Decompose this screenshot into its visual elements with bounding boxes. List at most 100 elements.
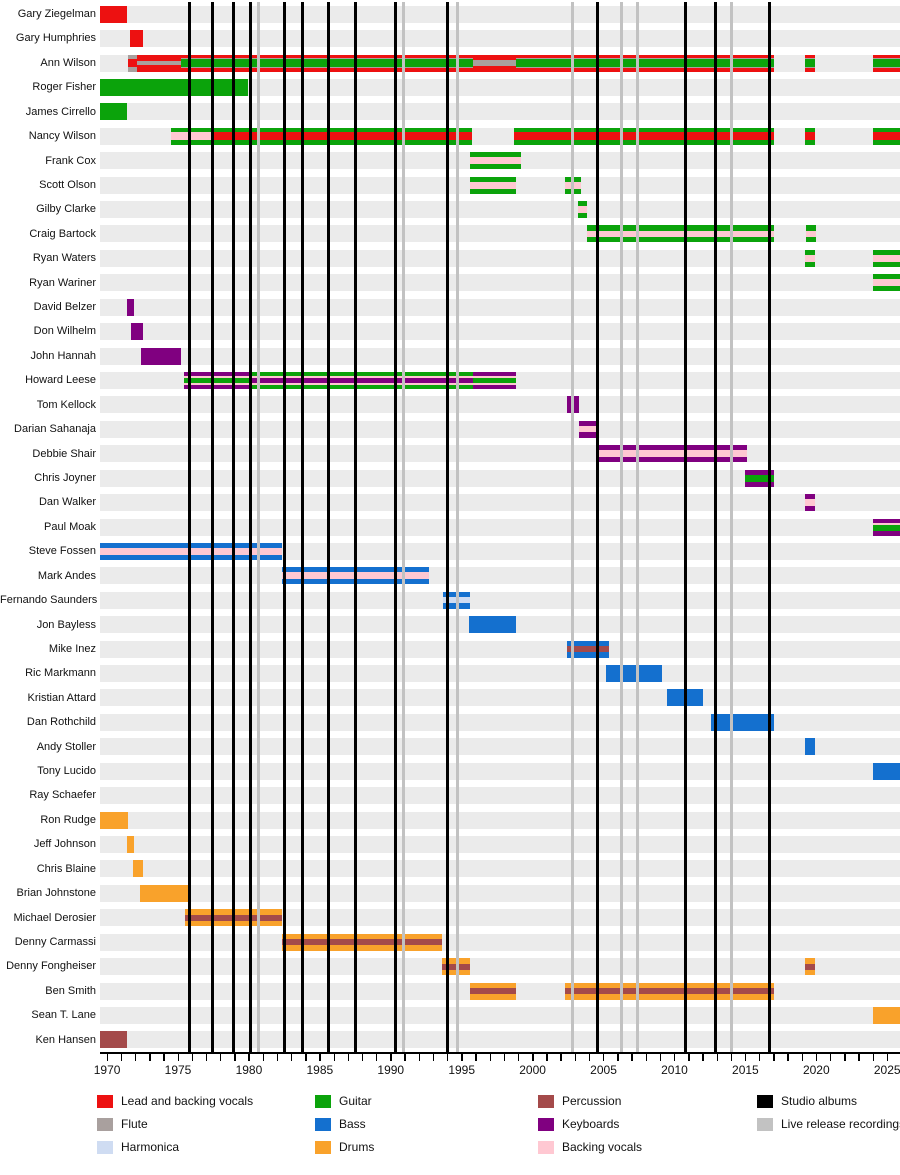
member-label: Ann Wilson [40,56,96,69]
row-stripe [100,591,900,609]
legend-label-guitar: Guitar [339,1094,372,1108]
tenure-bar [873,1006,900,1024]
member-label: Debbie Shair [32,447,96,460]
row-stripe [100,494,900,512]
bar-layer-percussion [565,987,774,995]
row-stripe [100,1006,900,1024]
bar-layer-flute [473,59,516,67]
x-axis-tick [617,1054,619,1062]
bar-layer-drums [470,994,516,1000]
member-label: Ben Smith [45,984,96,997]
bar-layer-flute [804,66,815,69]
live-release-line [620,2,624,1053]
legend-label-vocals: Lead and backing vocals [121,1094,254,1108]
bar-layer-guitar [210,127,472,133]
x-axis-tick [347,1054,350,1062]
member-label: Nancy Wilson [28,130,96,143]
bar-layer-vocals [515,54,774,58]
bar-layer-guitar [183,377,251,384]
bar-layer-vocals [473,66,516,72]
x-axis-tick [262,1054,264,1062]
x-axis-tick-label: 2025 [873,1063,900,1078]
tenure-bar [873,518,900,536]
x-axis-tick [120,1054,123,1062]
row-stripe [100,542,900,560]
row-stripe [100,396,900,414]
bar-layer-vocals [128,59,137,67]
x-axis-tick [361,1054,364,1062]
tenure-bar [139,884,188,902]
bar-layer-guitar [210,140,472,145]
x-axis-tick [773,1054,775,1062]
bar-layer-keyboards [183,372,251,377]
x-axis-tick [177,1054,179,1062]
row-stripe [100,1031,900,1049]
tenure-bar [100,811,129,829]
tenure-bar [100,103,127,121]
tenure-bar [210,127,472,145]
x-axis-tick [390,1054,392,1062]
member-label: Kristian Attard [27,691,96,704]
bar-layer-drums [804,958,815,964]
tenure-bar [100,1031,127,1049]
member-label: John Hannah [30,349,96,362]
live-release-line [570,2,574,1053]
legend-swatch-backing [538,1141,554,1154]
member-label: Roger Fisher [32,81,96,94]
bar-layer-guitar [514,140,774,145]
x-axis-tick [418,1054,421,1062]
bar-layer-drums [565,982,774,988]
bar-layer-guitar [515,59,774,67]
member-label: Ron Rudge [40,813,96,826]
x-axis-tick [659,1054,662,1062]
bar-layer-guitar [473,378,516,383]
tenure-bar [128,54,137,72]
tenure-bar [565,982,774,1000]
member-label: Craig Bartock [29,227,96,240]
tenure-bar [141,347,181,365]
member-label: Howard Leese [25,374,96,387]
member-label: Brian Johnstone [16,887,97,900]
row-stripe [100,787,900,805]
x-axis-tick [787,1054,789,1062]
bar-layer-drums [873,1006,900,1024]
bar-layer-keyboards [745,481,774,487]
bar-layer-keyboards [596,445,747,451]
x-axis-tick [673,1054,676,1062]
x-axis-tick [489,1054,491,1062]
row-stripe [100,518,900,536]
legend-swatch-flute [97,1118,113,1131]
x-axis-tick [205,1054,208,1062]
x-axis-tick-label: 1995 [448,1063,476,1078]
studio-album-line [684,2,688,1053]
x-axis-tick [163,1054,165,1062]
studio-album-line [326,2,330,1053]
x-axis-tick [829,1054,832,1062]
bar-layer-backing [183,376,251,378]
bar-layer-vocals [210,132,472,141]
legend-label-backing: Backing vocals [562,1140,643,1154]
bar-layer-keyboards [873,531,900,536]
studio-album-line [596,2,600,1053]
live-release-line [257,2,261,1053]
tenure-bar [281,933,442,951]
tenure-bar [804,494,815,512]
tenure-bar [578,201,587,219]
row-stripe [100,811,900,829]
bar-layer-keyboards [804,494,815,500]
bar-layer-guitar [250,385,474,389]
x-axis-tick [290,1054,293,1062]
tenure-bar [806,225,817,243]
x-axis-tick [305,1054,307,1062]
bar-layer-vocals [473,54,516,60]
row-stripe [100,323,900,341]
x-axis-tick [376,1054,378,1062]
member-label: Jon Bayless [36,618,96,631]
bar-layer-keyboards [183,384,251,389]
row-stripe [100,958,900,976]
x-axis-tick-label: 2020 [802,1063,830,1078]
live-release-line [729,2,733,1053]
row-stripe [100,103,900,121]
bar-layer-backing [806,230,817,238]
legend-swatch-bass [315,1118,331,1131]
